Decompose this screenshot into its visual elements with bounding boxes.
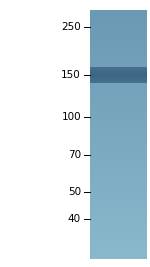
Text: 250: 250 (61, 22, 81, 32)
Text: 50: 50 (68, 187, 81, 197)
Text: 40: 40 (68, 214, 81, 224)
Text: 150: 150 (61, 70, 81, 80)
Text: 70: 70 (68, 150, 81, 160)
Text: 100: 100 (61, 112, 81, 123)
